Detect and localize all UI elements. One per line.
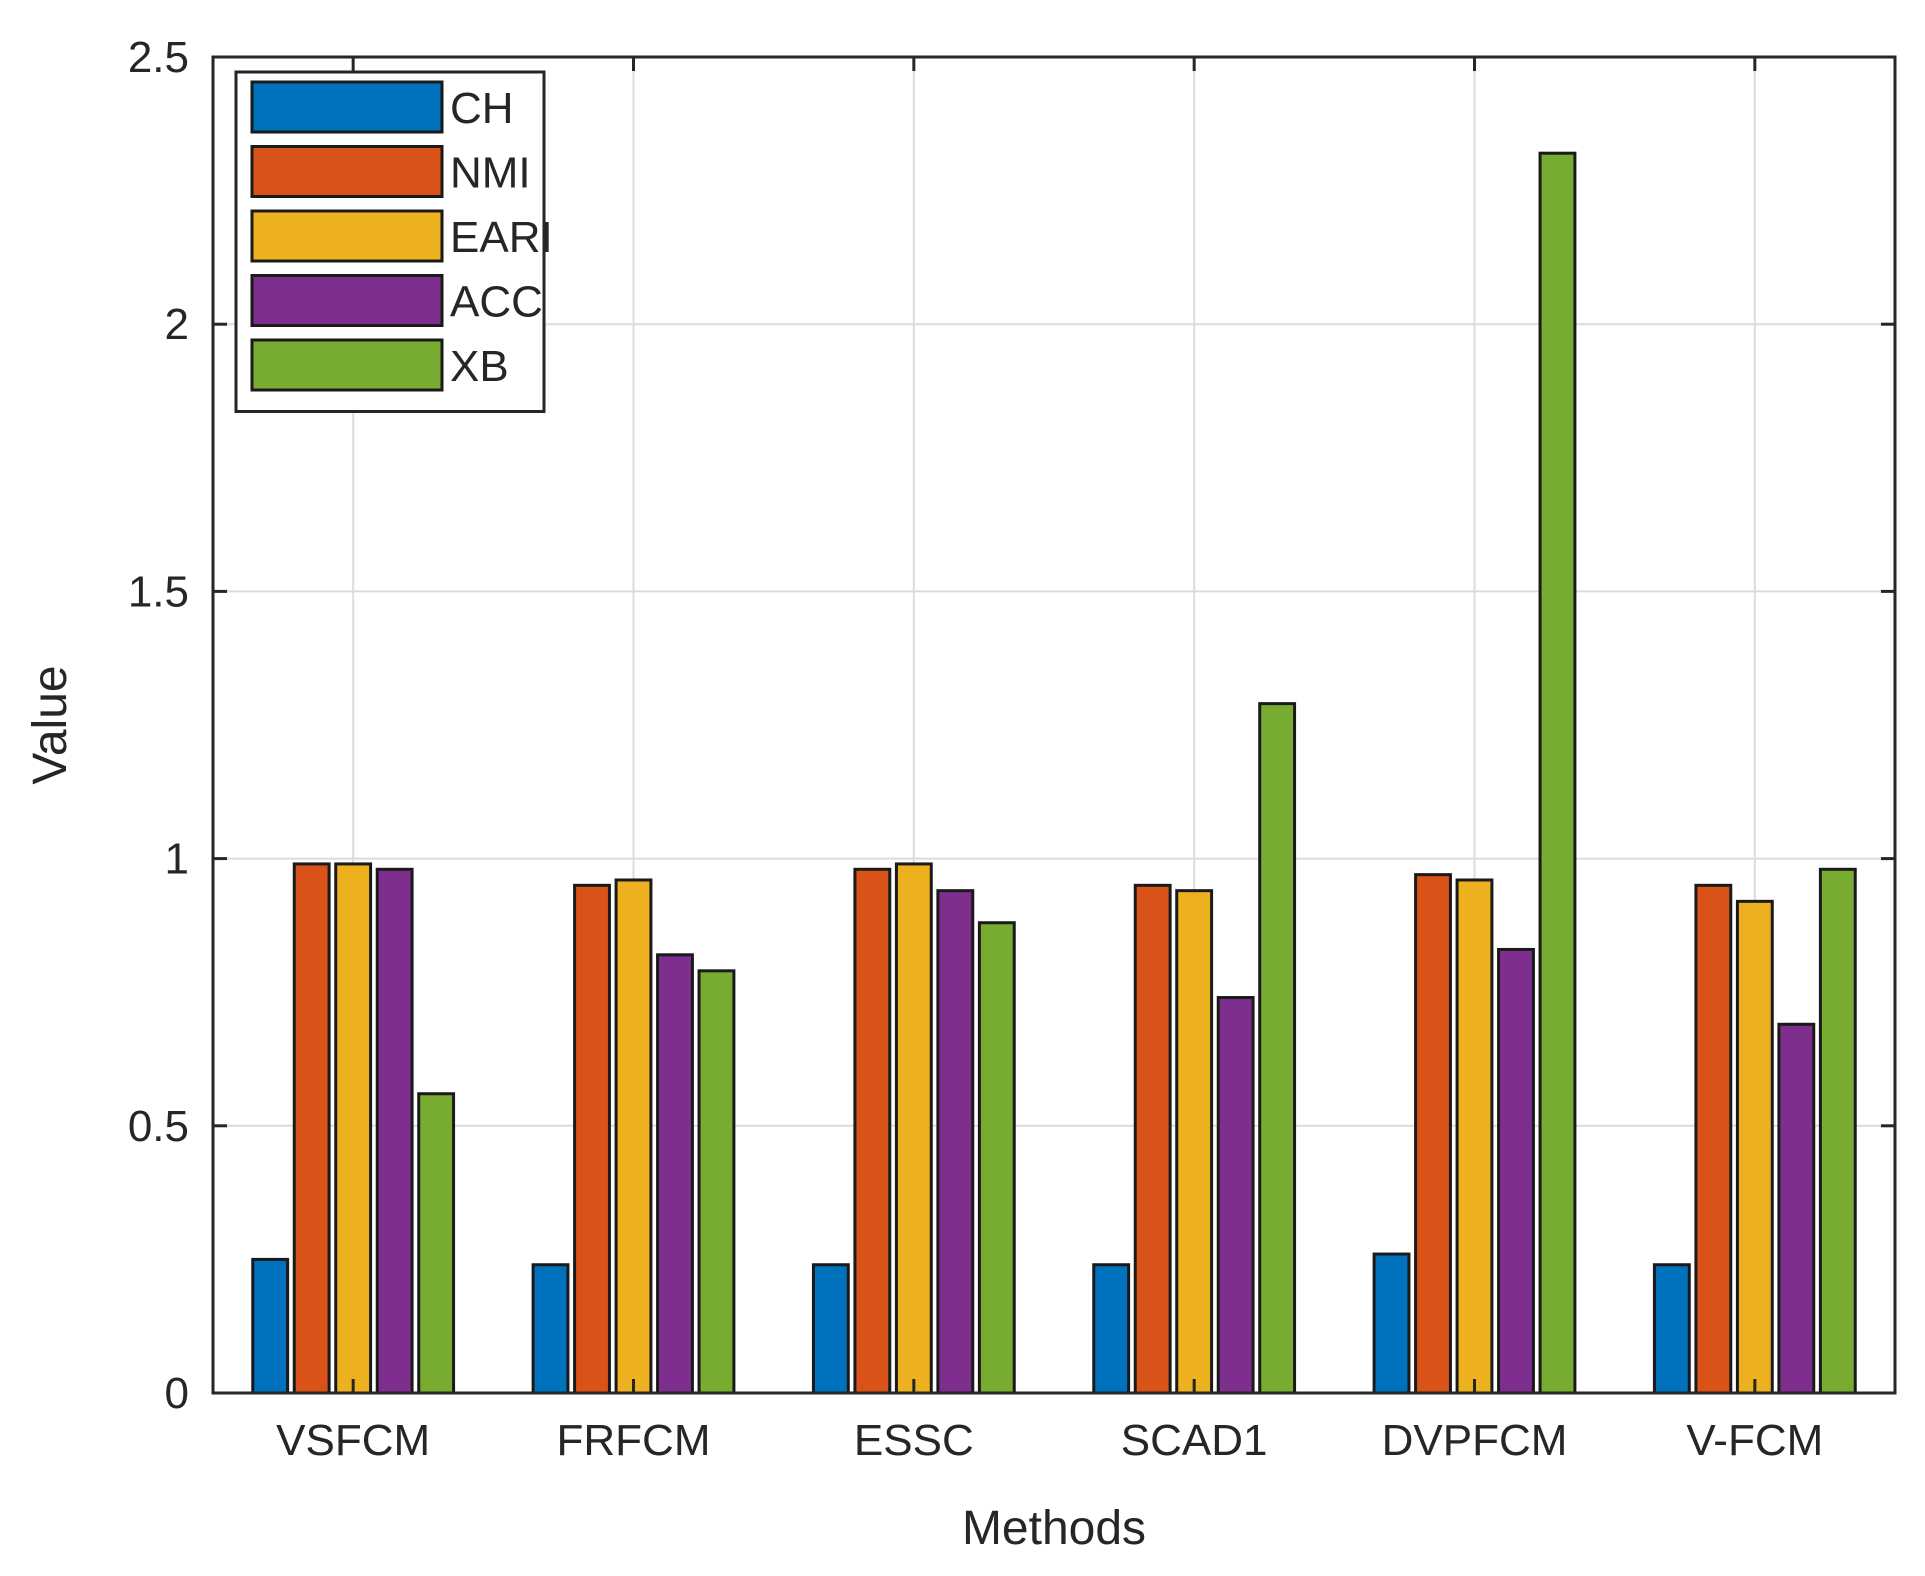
y-tick-label: 1 bbox=[165, 835, 189, 884]
bar-nmi-dvpfcm bbox=[1414, 873, 1452, 1395]
bar-acc-dvpfcm bbox=[1497, 947, 1535, 1395]
bar-acc-vsfcm bbox=[375, 867, 414, 1395]
bar-nmi-v-fcm bbox=[1694, 883, 1733, 1395]
legend-swatch-acc bbox=[250, 274, 444, 327]
y-tick-label: 2 bbox=[165, 300, 189, 349]
x-tick-label: V-FCM bbox=[1686, 1416, 1823, 1465]
bar-xb-dvpfcm bbox=[1538, 151, 1577, 1395]
bar-eari-v-fcm bbox=[1735, 899, 1774, 1395]
x-tick-label: ESSC bbox=[854, 1416, 974, 1465]
bar-nmi-essc bbox=[853, 867, 892, 1395]
legend-label-ch: CH bbox=[450, 84, 514, 133]
legend-label-xb: XB bbox=[450, 342, 509, 391]
bar-eari-essc bbox=[894, 862, 933, 1395]
y-tick-label: 0 bbox=[165, 1369, 189, 1418]
bar-eari-vsfcm bbox=[334, 862, 373, 1395]
axis-ticks: 0 0.5 1 1.5 2 2.5 VSFCM FRFCM ESSC SCAD1 DVPFCM V-F… bbox=[128, 33, 1895, 1465]
bar-eari-dvpfcm bbox=[1455, 878, 1494, 1395]
y-tick-label: 0.5 bbox=[128, 1102, 189, 1151]
bar-ch-essc bbox=[811, 1263, 850, 1395]
bar-nmi-frfcm bbox=[573, 883, 611, 1395]
bar-acc-frfcm bbox=[656, 953, 694, 1395]
y-tick-label: 2.5 bbox=[128, 33, 189, 82]
bar-eari-scad1 bbox=[1175, 889, 1214, 1395]
bar-nmi-vsfcm bbox=[292, 862, 331, 1395]
plot-frame bbox=[211, 55, 1897, 1395]
legend-label-eari: EARI bbox=[450, 213, 553, 262]
bar-eari-frfcm bbox=[614, 878, 653, 1395]
bar-ch-vsfcm bbox=[251, 1257, 290, 1395]
x-tick-label: SCAD1 bbox=[1121, 1416, 1268, 1465]
bar-acc-essc bbox=[936, 889, 975, 1395]
bar-ch-scad1 bbox=[1092, 1263, 1131, 1395]
x-tick-label: FRFCM bbox=[557, 1416, 711, 1465]
bar-nmi-scad1 bbox=[1133, 883, 1172, 1395]
bar-ch-v-fcm bbox=[1652, 1263, 1691, 1395]
bar-xb-scad1 bbox=[1258, 702, 1297, 1395]
bar-xb-v-fcm bbox=[1818, 867, 1857, 1395]
legend-swatch-eari bbox=[250, 209, 444, 263]
x-tick-label: VSFCM bbox=[276, 1416, 430, 1465]
x-axis-label: Methods bbox=[962, 1502, 1146, 1555]
legend: CH NMI EARI ACC XB bbox=[234, 70, 553, 413]
legend-label-nmi: NMI bbox=[450, 149, 531, 198]
legend-swatch-ch bbox=[250, 80, 444, 134]
y-axis-label: Value bbox=[24, 665, 77, 784]
bar-xb-frfcm bbox=[697, 969, 736, 1395]
bar-acc-scad1 bbox=[1216, 996, 1255, 1395]
bar-acc-v-fcm bbox=[1777, 1022, 1816, 1395]
legend-swatch-nmi bbox=[250, 145, 444, 198]
bar-xb-essc bbox=[977, 921, 1016, 1395]
bar-xb-vsfcm bbox=[417, 1092, 456, 1395]
legend-label-acc: ACC bbox=[450, 278, 543, 327]
bar-ch-frfcm bbox=[531, 1263, 570, 1395]
y-tick-label: 1.5 bbox=[128, 567, 189, 616]
bar-ch-dvpfcm bbox=[1372, 1252, 1411, 1395]
legend-swatch-xb bbox=[250, 338, 444, 392]
x-tick-label: DVPFCM bbox=[1382, 1416, 1568, 1465]
